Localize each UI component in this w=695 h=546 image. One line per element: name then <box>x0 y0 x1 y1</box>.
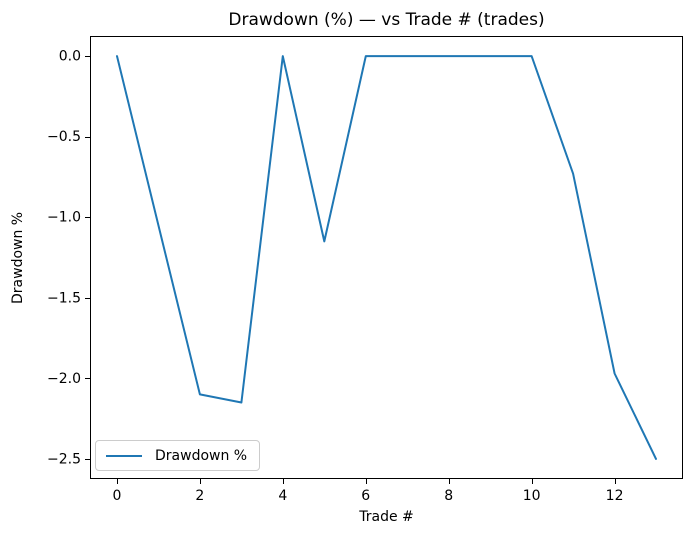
y-tick-label: −1.5 <box>47 290 81 306</box>
x-tick-label: 6 <box>361 488 370 504</box>
legend-line-swatch <box>106 454 142 457</box>
x-tick-label: 0 <box>112 488 121 504</box>
x-tick-label: 12 <box>606 488 624 504</box>
x-tick-label: 2 <box>195 488 204 504</box>
y-tick-label: −0.5 <box>47 129 81 145</box>
x-tick-label: 10 <box>523 488 541 504</box>
y-tick-label: 0.0 <box>59 49 81 65</box>
legend: Drawdown % <box>95 440 261 471</box>
x-tick-label: 8 <box>444 488 453 504</box>
y-tick-label: −1.0 <box>47 210 81 226</box>
chart-title: Drawdown (%) — vs Trade # (trades) <box>228 10 545 30</box>
legend-label: Drawdown % <box>155 447 248 464</box>
x-tick-label: 4 <box>278 488 287 504</box>
x-axis-label: Trade # <box>359 509 414 525</box>
y-tick-label: −2.5 <box>47 451 81 467</box>
series-line <box>116 55 657 460</box>
y-tick-label: −2.0 <box>47 371 81 387</box>
plot-spines <box>90 36 683 479</box>
